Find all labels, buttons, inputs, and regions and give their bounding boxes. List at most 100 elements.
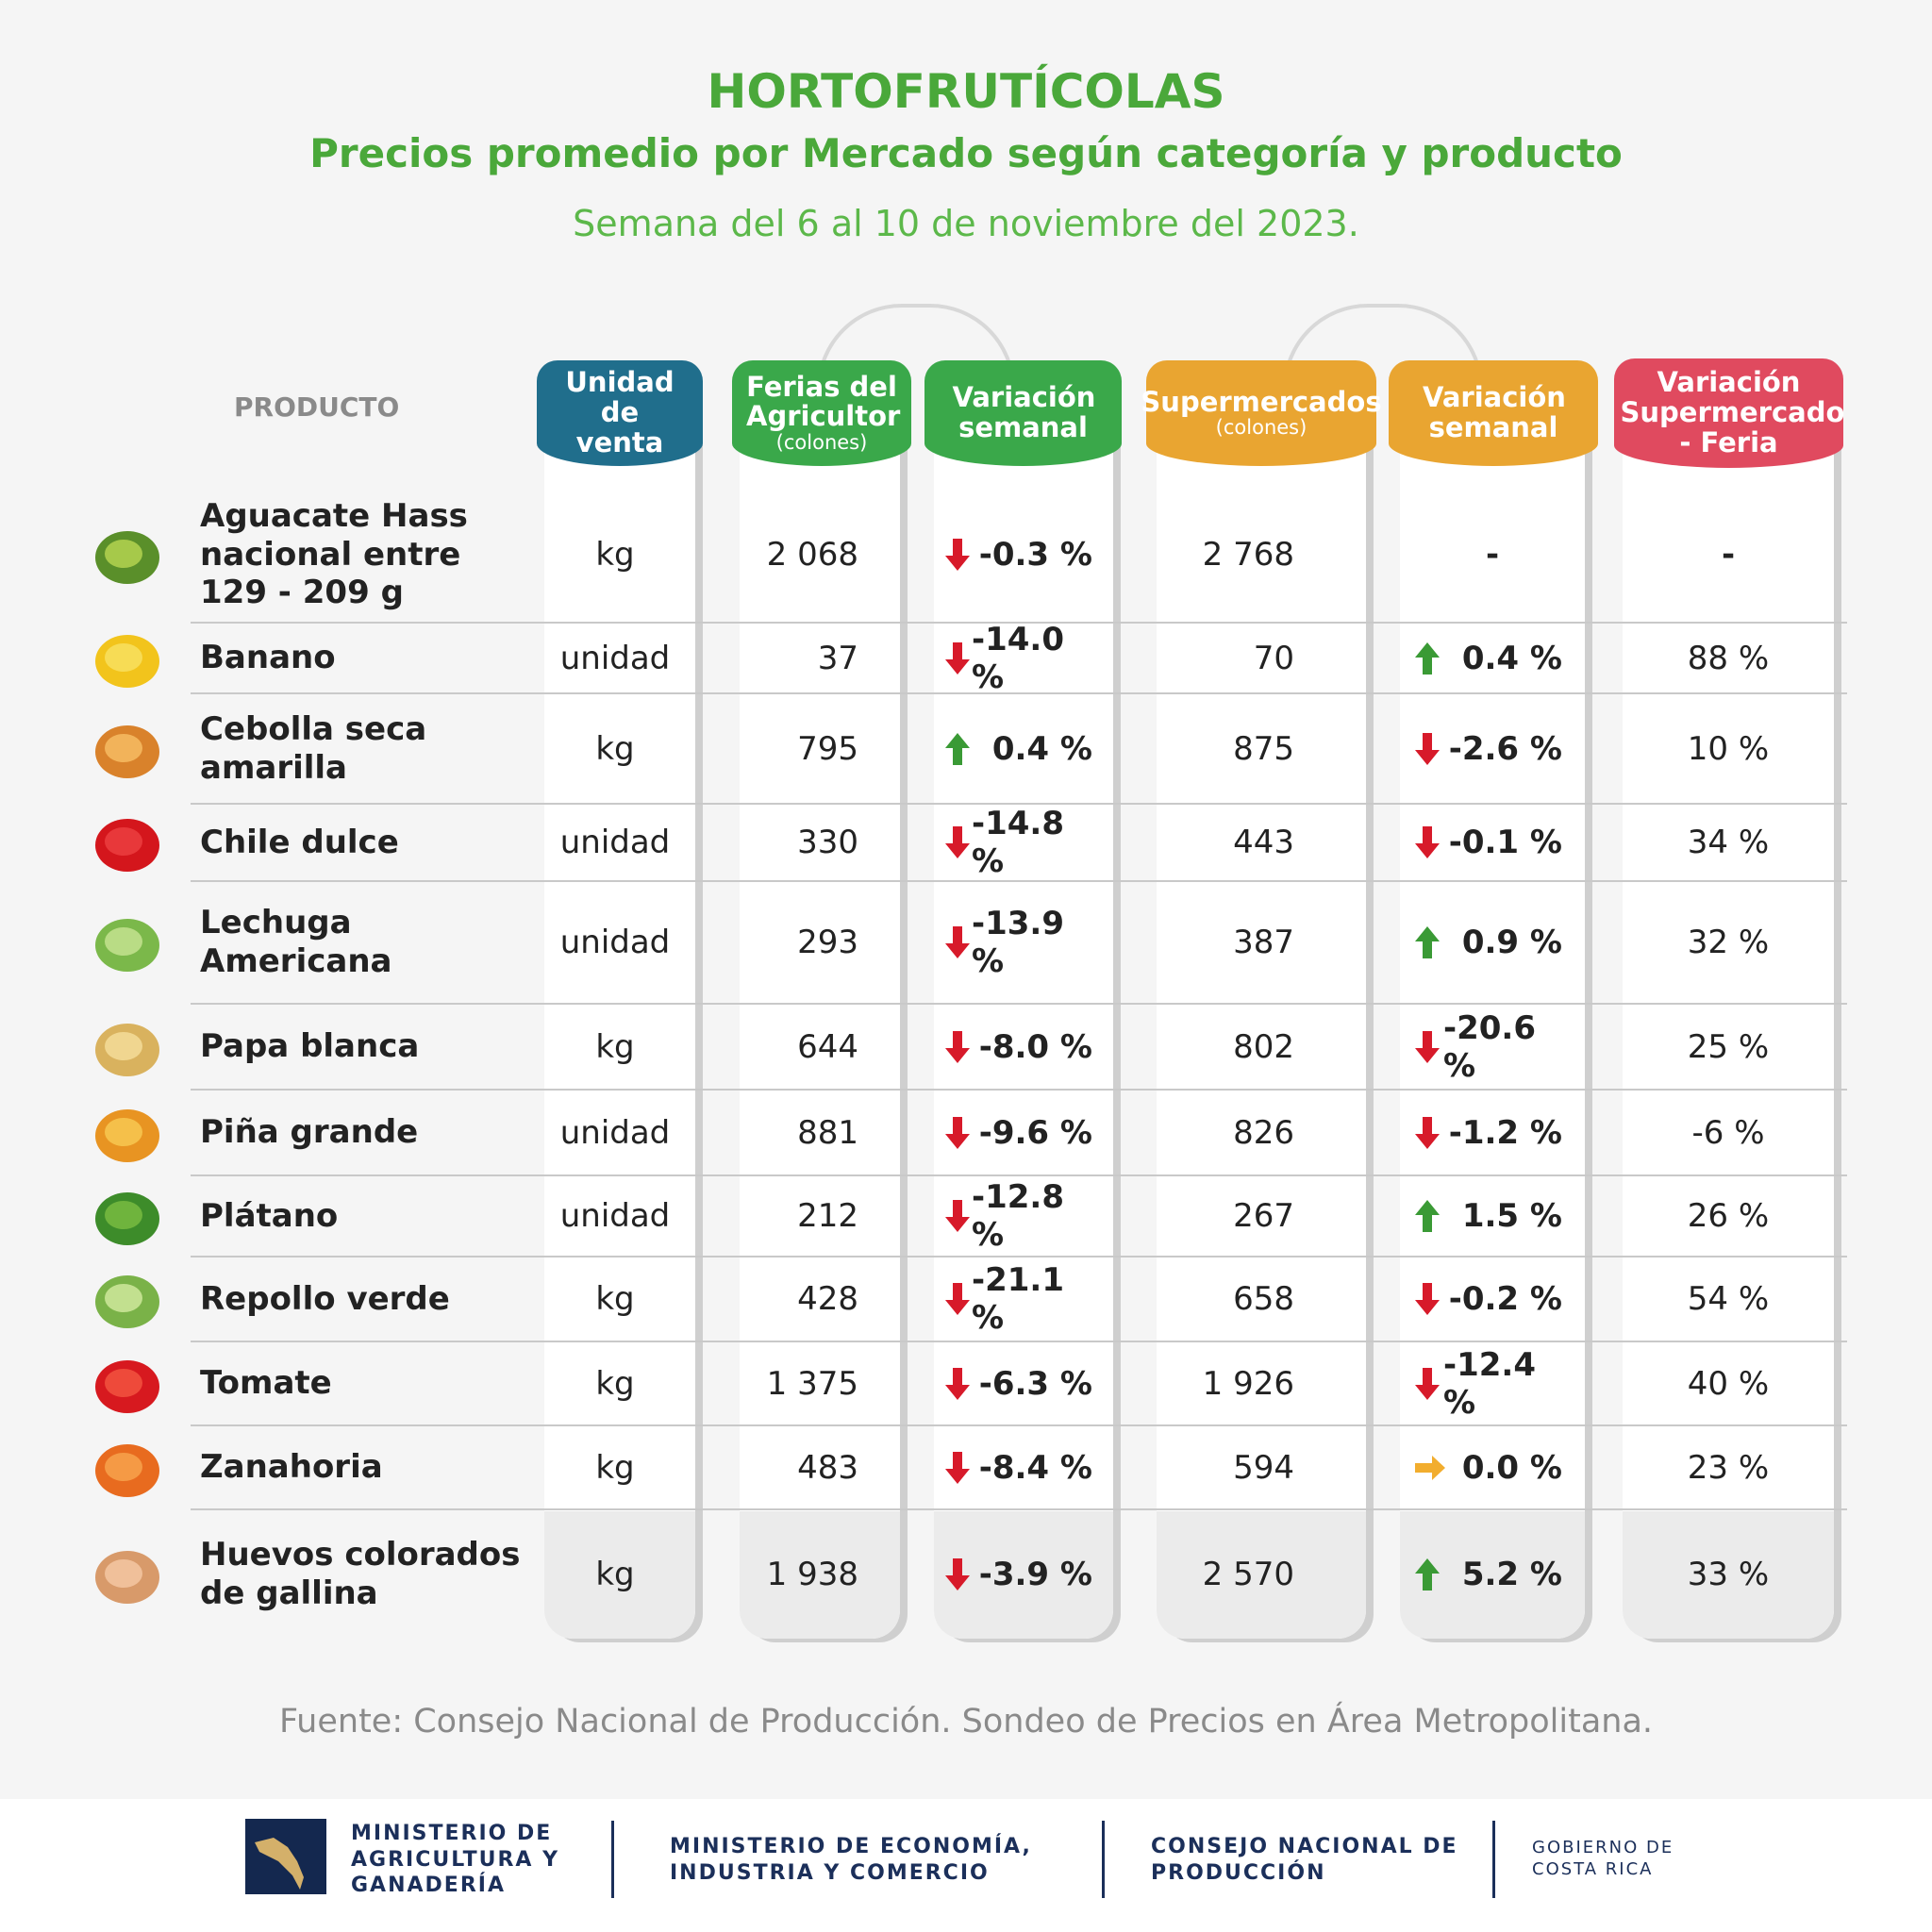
table-row: Huevos colorados de gallina kg 1 938 -3.… <box>0 1509 1932 1639</box>
product-header: PRODUCTO <box>234 391 400 423</box>
eggs-icon <box>75 1509 179 1639</box>
var2-header-label: Variación semanal <box>1423 381 1566 443</box>
unit-cell: kg <box>595 1448 635 1487</box>
row-divider <box>191 880 1847 882</box>
unit-cell: kg <box>595 1555 635 1593</box>
lettuce-icon <box>75 881 179 1004</box>
column-panel <box>1623 434 1834 1639</box>
product-name: Cebolla seca amarilla <box>200 709 427 787</box>
footer-divider <box>1102 1821 1105 1898</box>
diff-header: Variación Supermercado - Feria <box>1614 358 1845 468</box>
super-feria-difference: 26 % <box>1687 1197 1770 1235</box>
unit-cell: unidad <box>559 639 671 677</box>
super-feria-difference: 10 % <box>1687 729 1770 768</box>
row-divider <box>191 1341 1847 1342</box>
super-variation: 0.9 % <box>1461 924 1562 961</box>
tomato-icon <box>75 1341 179 1425</box>
down-arrow-icon <box>943 1509 972 1639</box>
pineapple-icon <box>75 1090 179 1175</box>
row-divider <box>191 622 1847 624</box>
super-variation: -20.6 % <box>1443 1008 1536 1085</box>
footer-divider <box>611 1821 614 1898</box>
product-name: Aguacate Hass nacional entre 129 - 209 g <box>200 496 468 612</box>
unit-cell: kg <box>595 1027 635 1066</box>
down-arrow-icon <box>943 1175 972 1257</box>
unit-cell: kg <box>595 729 635 768</box>
mag-name: MINISTERIO DE AGRICULTURA Y GANADERÍA <box>351 1822 560 1897</box>
var2-header: Variación semanal <box>1389 360 1598 466</box>
ferias-variation: -6.3 % <box>978 1364 1092 1403</box>
product-name: Banano <box>200 639 336 677</box>
super-variation: 1.5 % <box>1461 1197 1562 1235</box>
super-price: 875 <box>1233 729 1294 768</box>
ferias-header-label: Ferias del Agricultor <box>746 370 901 433</box>
product-name: Repollo verde <box>200 1279 450 1318</box>
column-panel <box>544 434 695 1639</box>
onion-icon <box>75 693 179 804</box>
ferias-variation: -12.8 % <box>972 1178 1064 1254</box>
product-name: Papa blanca <box>200 1027 420 1066</box>
carrot-icon <box>75 1425 179 1509</box>
diff-header-label: Variación Supermercado - Feria <box>1620 366 1845 458</box>
potato-icon <box>75 1004 179 1090</box>
unit-header: Unidad de venta <box>537 360 703 466</box>
column-panel <box>934 434 1113 1639</box>
ferias-price: 37 <box>817 639 858 677</box>
table-row: Aguacate Hass nacional entre 129 - 209 g… <box>0 487 1932 623</box>
down-arrow-icon <box>943 1004 972 1090</box>
ferias-variation: -3.9 % <box>978 1555 1092 1593</box>
gob-name: GOBIERNO DE COSTA RICA <box>1532 1838 1674 1879</box>
down-arrow-icon <box>1413 1257 1441 1341</box>
mag-logo-icon <box>245 1819 326 1894</box>
column-panel <box>1157 434 1366 1639</box>
ferias-price: 2 068 <box>766 536 858 574</box>
row-divider <box>191 1508 1847 1510</box>
unit-cell: kg <box>595 536 635 574</box>
cnp-name: CONSEJO NACIONAL DE PRODUCCIÓN <box>1151 1835 1458 1885</box>
ferias-price: 293 <box>797 924 858 961</box>
ferias-variation: -21.1 % <box>972 1261 1064 1337</box>
row-divider <box>191 1003 1847 1005</box>
ferias-variation: -0.3 % <box>978 536 1092 574</box>
super-price: 802 <box>1233 1027 1294 1066</box>
row-divider <box>191 1174 1847 1176</box>
ferias-variation: -13.9 % <box>972 905 1064 980</box>
up-arrow-icon <box>1413 1509 1441 1639</box>
down-arrow-icon <box>943 881 972 1004</box>
avocado-icon <box>75 487 179 623</box>
page-subtitle: Precios promedio por Mercado según categ… <box>309 130 1623 176</box>
super-variation: - <box>1485 536 1500 574</box>
row-divider <box>191 1256 1847 1257</box>
var1-header: Variación semanal <box>924 360 1122 466</box>
up-arrow-icon <box>1413 623 1441 693</box>
super-price: 70 <box>1253 639 1294 677</box>
product-name: Huevos colorados de gallina <box>200 1535 521 1612</box>
up-arrow-icon <box>1413 1175 1441 1257</box>
ferias-variation: -8.0 % <box>978 1027 1092 1066</box>
ferias-price: 1 938 <box>766 1555 858 1593</box>
unit-header-label: Unidad de venta <box>565 366 675 458</box>
super-feria-difference: - <box>1721 536 1736 574</box>
super-feria-difference: 40 % <box>1687 1364 1770 1403</box>
ferias-variation: 0.4 % <box>991 729 1092 768</box>
row-divider <box>191 692 1847 694</box>
super-header: Supermercados (colones) <box>1141 360 1382 466</box>
eggs-row-fill <box>1623 1511 1834 1639</box>
ferias-price: 881 <box>797 1113 858 1152</box>
meic-name: MINISTERIO DE ECONOMÍA, INDUSTRIA Y COME… <box>670 1835 1032 1885</box>
row-divider <box>191 803 1847 805</box>
ferias-variation: -14.8 % <box>972 805 1064 880</box>
product-name: Plátano <box>200 1196 339 1235</box>
super-feria-difference: 33 % <box>1687 1555 1770 1593</box>
ferias-price: 212 <box>797 1197 858 1235</box>
table-row: Zanahoria kg 483 -8.4 % 594 0.0 % 23 % <box>0 1425 1932 1509</box>
super-variation: -2.6 % <box>1448 729 1562 768</box>
unit-cell: unidad <box>559 1113 671 1152</box>
ferias-variation: -9.6 % <box>978 1113 1092 1152</box>
table-row: Banano unidad 37 -14.0 % 70 0.4 % 88 % <box>0 621 1932 696</box>
eggs-row-fill <box>544 1511 695 1639</box>
super-feria-difference: 32 % <box>1687 924 1770 961</box>
super-feria-difference: 88 % <box>1687 639 1770 677</box>
table-row: Papa blanca kg 644 -8.0 % 802 -20.6 % 25… <box>0 1004 1932 1090</box>
ferias-price: 1 375 <box>766 1364 858 1403</box>
